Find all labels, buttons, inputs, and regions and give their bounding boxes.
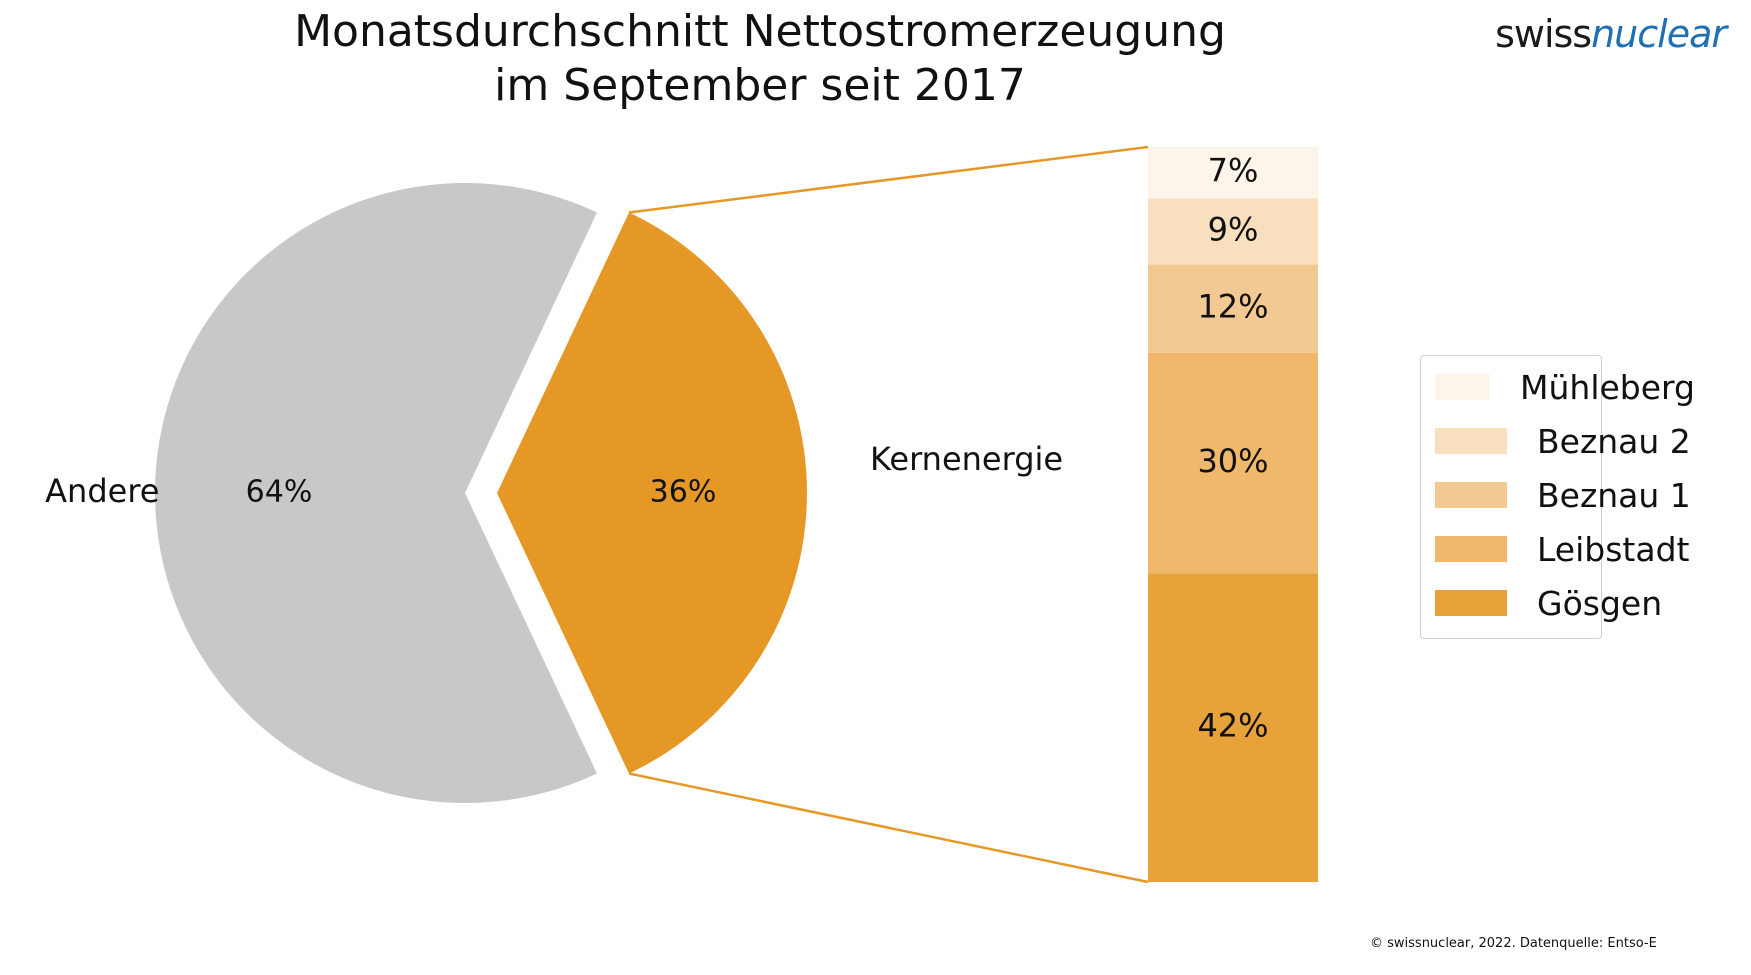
bar-segment-leibstadt (1148, 352, 1318, 574)
swissnuclear-logo: swissnuclear (1495, 12, 1727, 56)
legend-item-goesgen: Gösgen (1435, 584, 1695, 623)
bar-segment-beznau-1 (1148, 264, 1318, 353)
legend-label-beznau-2: Beznau 2 (1537, 421, 1691, 461)
bar-segment-beznau-2 (1148, 198, 1318, 265)
bar-value-label-goesgen: 42% (1197, 707, 1268, 745)
legend-label-beznau-1: Beznau 1 (1537, 475, 1691, 515)
chart-title-line1: Monatsdurchschnitt Nettostromerzeugung (294, 6, 1226, 57)
legend-swatch-goesgen (1435, 590, 1507, 616)
bar-segment-goesgen (1148, 573, 1318, 882)
bar-value-label-leibstadt: 30% (1197, 442, 1268, 480)
logo-part1: swiss (1495, 12, 1592, 56)
bar-segment-muehleberg (1148, 147, 1318, 199)
legend-swatch-muehleberg (1435, 374, 1491, 400)
legend-swatch-beznau-2 (1435, 428, 1507, 454)
pie-category-label-kernenergie: Kernenergie (870, 440, 1063, 478)
legend-label-leibstadt: Leibstadt (1537, 529, 1690, 569)
legend-label-muehleberg: Mühleberg (1520, 367, 1695, 407)
pie-value-label-kernenergie: 36% (650, 475, 717, 510)
bar-value-label-beznau-1: 12% (1197, 288, 1268, 326)
pie-value-label-andere: 64% (246, 475, 313, 510)
pie-slice-kernenergie (497, 212, 807, 774)
legend-swatch-beznau-1 (1435, 482, 1507, 508)
connector-line-top (628, 145, 1149, 214)
legend-item-muehleberg: Mühleberg (1435, 368, 1695, 407)
chart-title-line2: im September seit 2017 (494, 60, 1026, 111)
bar-value-label-muehleberg: 7% (1208, 152, 1259, 190)
logo-part2: nuclear (1591, 12, 1727, 56)
legend-label-goesgen: Gösgen (1537, 583, 1663, 623)
pie-category-label-andere: Andere (45, 472, 159, 510)
legend-item-leibstadt: Leibstadt (1435, 530, 1695, 569)
chart-title: Monatsdurchschnitt Nettostromerzeugung i… (140, 5, 1380, 113)
connector-line-bottom (628, 772, 1149, 884)
legend-item-beznau-2: Beznau 2 (1435, 422, 1695, 461)
legend: Mühleberg Beznau 2 Beznau 1 Leibstadt Gösgen (1420, 355, 1695, 639)
bar-value-label-beznau-2: 9% (1208, 211, 1259, 249)
legend-swatch-leibstadt (1435, 536, 1507, 562)
footer-source: © swissnuclear, 2022. Datenquelle: Entso… (1370, 936, 1657, 951)
pie-slice-andere (154, 182, 597, 804)
legend-item-beznau-1: Beznau 1 (1435, 476, 1695, 515)
